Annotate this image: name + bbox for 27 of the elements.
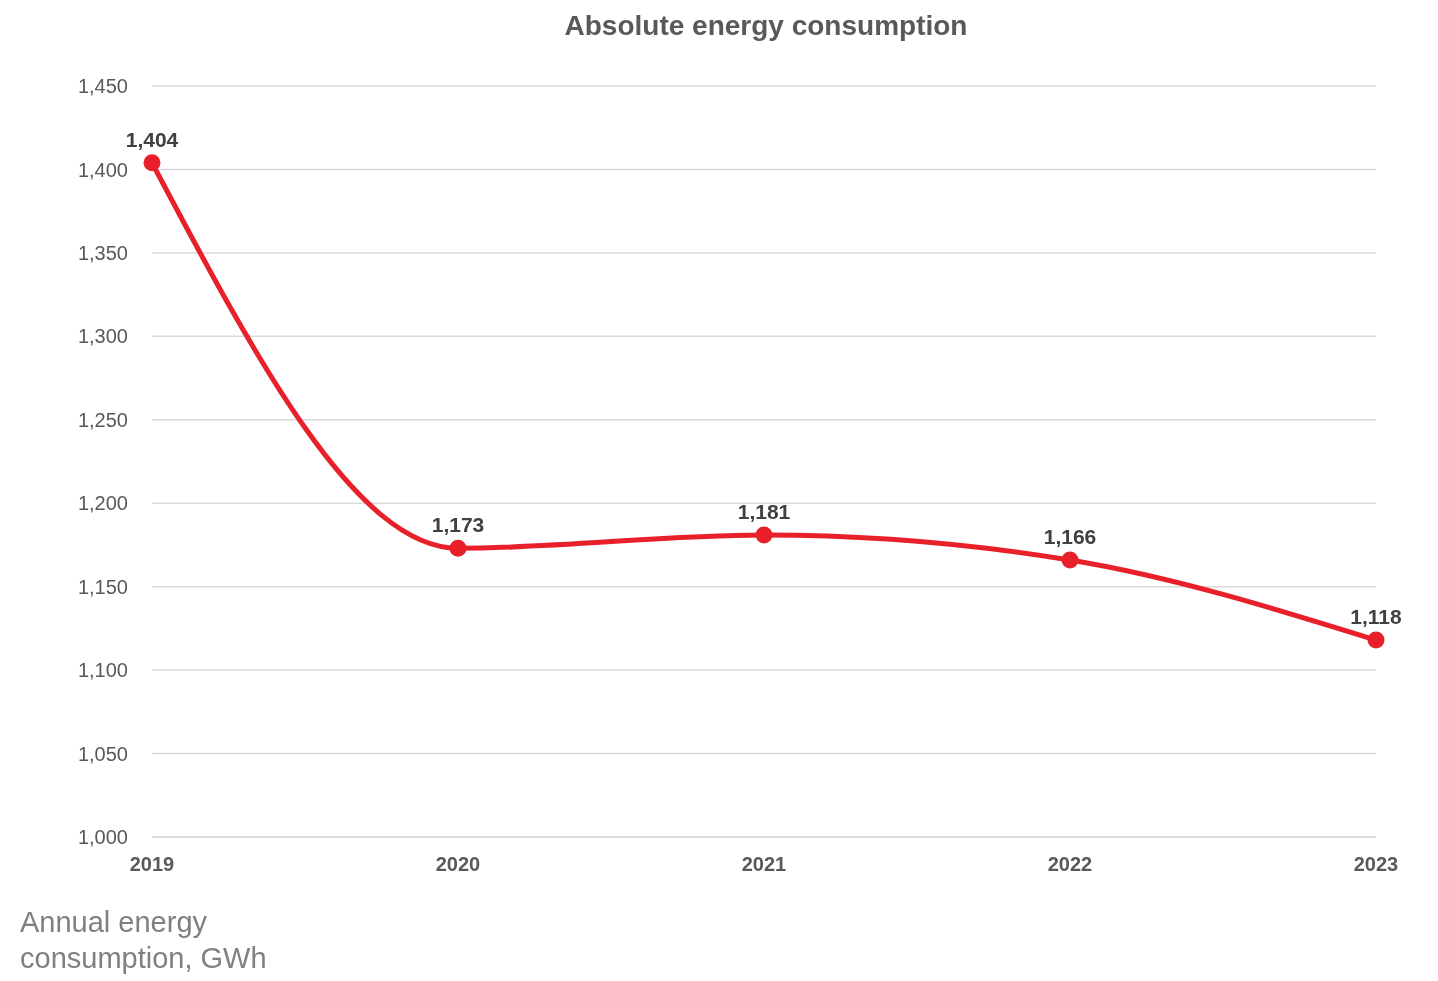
data-label: 1,166 [1043, 524, 1097, 548]
y-tick-label: 1,200 [77, 492, 128, 515]
y-tick-label: 1,450 [77, 75, 128, 98]
point [143, 154, 161, 172]
x-tick-label: 2019 [129, 853, 175, 876]
y-tick-label: 1,350 [77, 241, 128, 264]
data-label: 1,173 [431, 513, 485, 537]
y-tick-label: 1,000 [77, 826, 128, 849]
point [1367, 631, 1385, 649]
y-tick-label: 1,300 [77, 325, 128, 348]
y-tick-label: 1,100 [77, 659, 128, 682]
x-tick-label: 2021 [741, 853, 787, 876]
y-tick-label: 1,150 [77, 575, 128, 598]
x-tick-label: 2020 [435, 853, 481, 876]
data-label: 1,181 [737, 499, 791, 523]
data-label: 1,404 [125, 127, 179, 151]
chart-title: Absolute energy consumption [563, 10, 969, 42]
x-tick-label: 2023 [1353, 853, 1399, 876]
y-tick-label: 1,050 [77, 742, 128, 765]
x-tick-label: 2022 [1047, 853, 1093, 876]
y-axis-title: Annual energy consumption, GWh [20, 905, 268, 976]
data-label: 1,118 [1350, 605, 1403, 629]
point [1061, 551, 1079, 569]
y-tick-label: 1,400 [77, 158, 128, 181]
y-tick-label: 1,250 [77, 408, 128, 431]
point [755, 526, 773, 544]
point [449, 539, 467, 557]
